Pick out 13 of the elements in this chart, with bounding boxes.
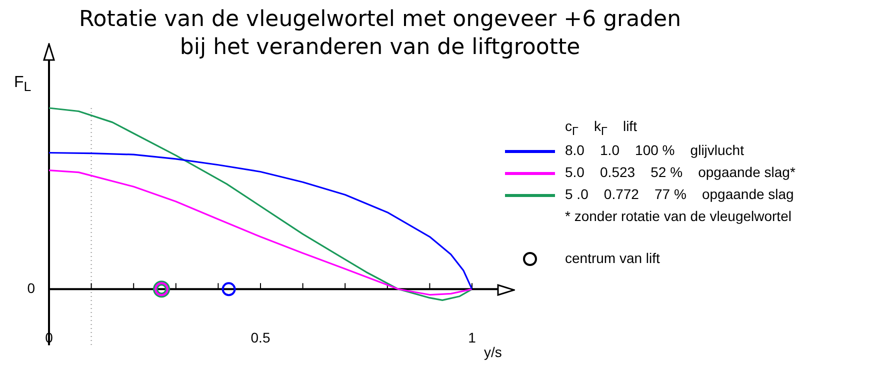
legend-label: 5 .0 0.772 77 % opgaande slag	[565, 186, 794, 202]
text: centrum van lift	[565, 249, 661, 268]
legend-label: 5.0 0.523 52 % opgaande slag*	[565, 164, 796, 180]
chart-title: Rotatie van de vleugelwortel met ongeveer +6 graden	[78, 6, 682, 34]
x-tick-label: 0.5	[250, 329, 270, 346]
text: 0	[27, 280, 36, 296]
chart-subtitle: bij het veranderen van de liftgrootte	[178, 34, 582, 62]
x-axis-title: y/s	[484, 344, 502, 360]
text: * zonder rotatie van de vleugelwortel	[565, 207, 792, 226]
y-axis-title: F$_{L}$	[14, 74, 32, 94]
legend-label: 8.0 1.0 100 % glijvlucht	[565, 142, 744, 158]
x-tick-label: 1	[468, 329, 476, 346]
text: c$_{Γ}$ k$_{Γ}$ lift	[565, 118, 637, 138]
